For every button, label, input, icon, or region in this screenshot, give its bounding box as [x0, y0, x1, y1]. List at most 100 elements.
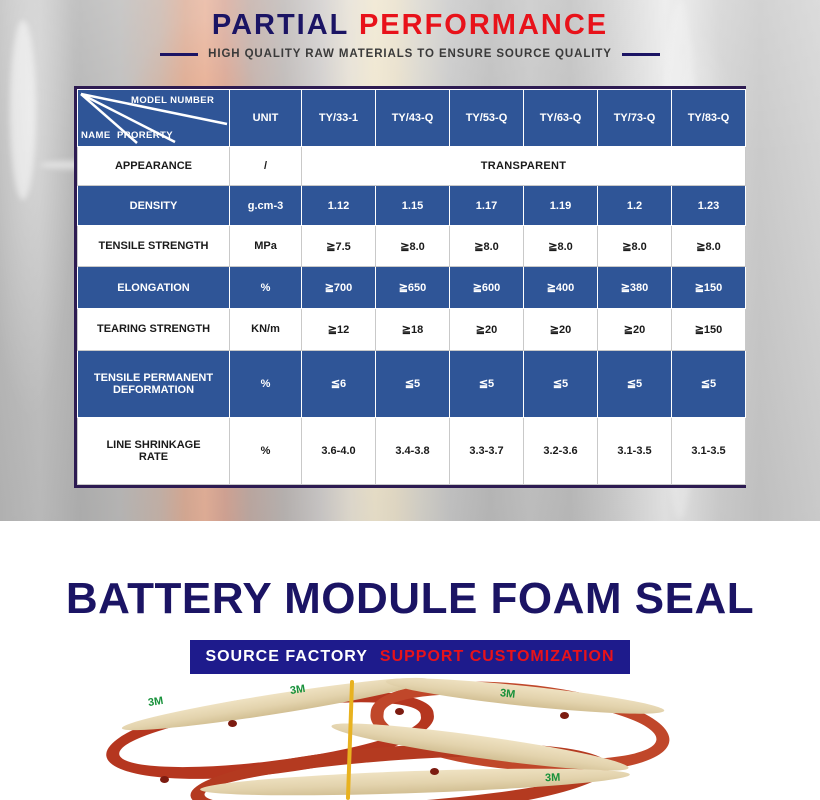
cell-tpd-ty-33-1: ≦6 — [301, 349, 376, 418]
subtitle-dash-right — [621, 52, 660, 56]
cell-tearing-strength-ty-43-q: ≧18 — [375, 308, 450, 351]
row-label-tensile-strength: TENSILE STRENGTH — [77, 224, 230, 268]
product-headline: BATTERY MODULE FOAM SEAL — [65, 574, 755, 623]
column-header-unit: UNIT — [229, 89, 302, 147]
cell-density-ty-63-q: 1.19 — [523, 185, 598, 226]
cell-elongation-ty-73-q: ≧380 — [597, 266, 672, 309]
row-label-elongation: ELONGATION — [77, 266, 230, 309]
strap-mounting-hole — [228, 720, 237, 727]
strap-mounting-hole — [160, 776, 169, 783]
cell-tpd-ty-43-q: ≦5 — [375, 349, 450, 418]
cell-tensile-strength-ty-33-1: ≧7.5 — [301, 224, 376, 268]
diagonal-split-lines-icon — [80, 92, 228, 144]
row-label-line-1: LINE SHRINKAGE — [106, 438, 201, 451]
cell-tpd-ty-83-q: ≦5 — [671, 349, 746, 418]
bottom-product-section: BATTERY MODULE FOAM SEAL SOURCE FACTORY … — [0, 521, 820, 800]
subtitle-row: HIGH QUALITY RAW MATERIALS TO ENSURE SOU… — [0, 48, 820, 60]
cell-tearing-strength-ty-33-1: ≧12 — [301, 308, 376, 351]
specification-table-container: MODEL NUMBER PRORERTY NAME UNIT TY/33-1 … — [74, 86, 746, 488]
corner-label-prorerty: PRORERTY — [117, 130, 173, 141]
row-unit-tensile-strength: MPa — [229, 224, 302, 268]
page-subtitle: HIGH QUALITY RAW MATERIALS TO ENSURE SOU… — [208, 48, 612, 60]
cell-elongation-ty-33-1: ≧700 — [301, 266, 376, 309]
cell-density-ty-53-q: 1.17 — [449, 185, 524, 226]
cell-tpd-ty-63-q: ≦5 — [523, 349, 598, 418]
table-row-tearing-strength: TEARING STRENGTH KN/m ≧12 ≧18 ≧20 ≧20 ≧2… — [77, 308, 746, 351]
row-unit-density: g.cm-3 — [229, 185, 302, 226]
row-label-line-2: DEFORMATION — [112, 383, 195, 396]
column-header-ty-83-q: TY/83-Q — [671, 89, 746, 147]
row-unit-elongation: % — [229, 266, 302, 309]
page-title-part-two: PERFORMANCE — [358, 9, 609, 41]
cell-elongation-ty-53-q: ≧600 — [449, 266, 524, 309]
ribbon-label-support-customization: SUPPORT CUSTOMIZATION — [379, 648, 615, 665]
table-body: APPEARANCE / TRANSPARENT DENSITY g.cm-3 … — [77, 145, 746, 486]
table-row-density: DENSITY g.cm-3 1.12 1.15 1.17 1.19 1.2 1… — [77, 185, 746, 226]
row-label-density: DENSITY — [77, 185, 230, 226]
cell-lsr-ty-53-q: 3.3-3.7 — [449, 416, 524, 486]
corner-label-model-number: MODEL NUMBER — [131, 95, 215, 106]
table-row-line-shrinkage-rate: LINE SHRINKAGE RATE % 3.6-4.0 3.4-3.8 3.… — [77, 416, 746, 486]
table-header-row: MODEL NUMBER PRORERTY NAME UNIT TY/33-1 … — [77, 89, 746, 147]
cell-tensile-strength-ty-83-q: ≧8.0 — [671, 224, 746, 268]
source-factory-ribbon: SOURCE FACTORY SUPPORT CUSTOMIZATION — [190, 640, 630, 674]
row-label-tensile-permanent-deformation: TENSILE PERMANENT DEFORMATION — [77, 349, 230, 418]
background-highlight-streak — [10, 20, 36, 200]
cell-tearing-strength-ty-83-q: ≧150 — [671, 308, 746, 351]
cell-tensile-strength-ty-63-q: ≧8.0 — [523, 224, 598, 268]
cell-lsr-ty-43-q: 3.4-3.8 — [375, 416, 450, 486]
cell-tensile-strength-ty-73-q: ≧8.0 — [597, 224, 672, 268]
cell-density-ty-43-q: 1.15 — [375, 185, 450, 226]
cell-density-ty-33-1: 1.12 — [301, 185, 376, 226]
product-photo: 3M 3M 3M 3M — [0, 676, 820, 800]
cell-tearing-strength-ty-63-q: ≧20 — [523, 308, 598, 351]
strap-mounting-hole — [560, 712, 569, 719]
specification-table: MODEL NUMBER PRORERTY NAME UNIT TY/33-1 … — [77, 89, 746, 486]
strap-mounting-hole — [395, 708, 404, 715]
cell-tensile-strength-ty-53-q: ≧8.0 — [449, 224, 524, 268]
row-label-tearing-strength: TEARING STRENGTH — [77, 308, 230, 351]
row-unit-line-shrinkage-rate: % — [229, 416, 302, 486]
cell-elongation-ty-43-q: ≧650 — [375, 266, 450, 309]
column-header-ty-53-q: TY/53-Q — [449, 89, 524, 147]
cell-lsr-ty-33-1: 3.6-4.0 — [301, 416, 376, 486]
table-row-elongation: ELONGATION % ≧700 ≧650 ≧600 ≧400 ≧380 ≧1… — [77, 266, 746, 309]
tape-brand-label: 3M — [544, 771, 561, 785]
tape-brand-label: 3M — [499, 687, 516, 701]
tape-brand-label: 3M — [289, 682, 307, 698]
row-unit-tearing-strength: KN/m — [229, 308, 302, 351]
row-label-line-shrinkage-rate: LINE SHRINKAGE RATE — [77, 416, 230, 486]
tape-brand-label: 3M — [147, 694, 165, 710]
ribbon-label-source-factory: SOURCE FACTORY — [205, 648, 368, 665]
cell-tearing-strength-ty-73-q: ≧20 — [597, 308, 672, 351]
cell-elongation-ty-83-q: ≧150 — [671, 266, 746, 309]
table-header: MODEL NUMBER PRORERTY NAME UNIT TY/33-1 … — [77, 89, 746, 147]
cell-lsr-ty-83-q: 3.1-3.5 — [671, 416, 746, 486]
column-header-ty-33-1: TY/33-1 — [301, 89, 376, 147]
row-label-appearance: APPEARANCE — [77, 145, 230, 187]
cell-density-ty-83-q: 1.23 — [671, 185, 746, 226]
table-row-appearance: APPEARANCE / TRANSPARENT — [77, 145, 746, 187]
cell-lsr-ty-73-q: 3.1-3.5 — [597, 416, 672, 486]
column-header-ty-73-q: TY/73-Q — [597, 89, 672, 147]
row-label-line-1: TENSILE PERMANENT — [93, 371, 214, 384]
cell-tpd-ty-73-q: ≦5 — [597, 349, 672, 418]
cell-density-ty-73-q: 1.2 — [597, 185, 672, 226]
page-title: PARTIAL PERFORMANCE — [0, 8, 820, 42]
corner-diagonal-box: MODEL NUMBER PRORERTY NAME — [79, 92, 228, 144]
row-unit-tensile-permanent-deformation: % — [229, 349, 302, 418]
corner-label-name: NAME — [81, 130, 111, 141]
column-header-ty-43-q: TY/43-Q — [375, 89, 450, 147]
header-block: PARTIAL PERFORMANCE HIGH QUALITY RAW MAT… — [0, 8, 820, 60]
cell-tearing-strength-ty-53-q: ≧20 — [449, 308, 524, 351]
table-row-tensile-strength: TENSILE STRENGTH MPa ≧7.5 ≧8.0 ≧8.0 ≧8.0… — [77, 224, 746, 268]
row-label-line-2: RATE — [138, 450, 169, 463]
page-title-part-one: PARTIAL — [211, 9, 359, 41]
cell-tensile-strength-ty-43-q: ≧8.0 — [375, 224, 450, 268]
table-corner-header: MODEL NUMBER PRORERTY NAME — [77, 89, 230, 147]
top-banner-section: PARTIAL PERFORMANCE HIGH QUALITY RAW MAT… — [0, 0, 820, 521]
strap-mounting-hole — [430, 768, 439, 775]
column-header-ty-63-q: TY/63-Q — [523, 89, 598, 147]
cell-elongation-ty-63-q: ≧400 — [523, 266, 598, 309]
